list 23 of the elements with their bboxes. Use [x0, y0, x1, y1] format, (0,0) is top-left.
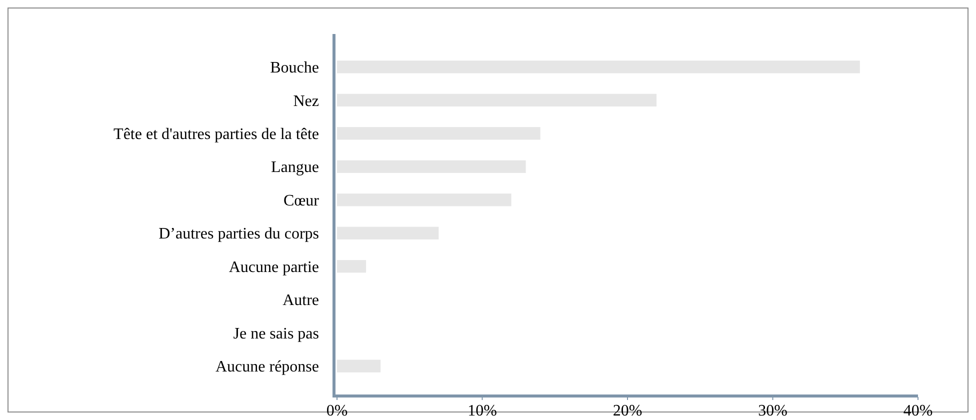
- y-tick-label: Nez: [293, 92, 319, 110]
- bar: [337, 260, 366, 273]
- y-tick-label: Bouche: [270, 60, 319, 77]
- y-tick-label: Aucune réponse: [215, 358, 319, 376]
- bar: [337, 226, 439, 240]
- x-tick-label: 10%: [468, 402, 497, 420]
- y-tick-label: Aucune partie: [228, 258, 319, 276]
- bar: [337, 360, 381, 372]
- bar: [337, 127, 540, 140]
- y-tick-label: Autre: [282, 292, 319, 310]
- x-tick-label: 20%: [612, 402, 642, 420]
- x-tick-label: 0%: [326, 402, 348, 420]
- x-tick-label: 30%: [758, 402, 788, 420]
- bar: [337, 60, 860, 74]
- y-tick-label: Langue: [271, 159, 319, 176]
- bar: [337, 194, 512, 206]
- y-tick-label: Cœur: [283, 192, 320, 210]
- bar: [337, 160, 526, 173]
- y-tick-label: Je ne sais pas: [233, 325, 319, 342]
- x-tick-label: 40%: [903, 402, 933, 420]
- bar: [337, 94, 657, 106]
- y-tick-label: D’autres parties du corps: [158, 226, 319, 243]
- y-tick-label: Tête et d'autres parties de la tête: [114, 126, 319, 143]
